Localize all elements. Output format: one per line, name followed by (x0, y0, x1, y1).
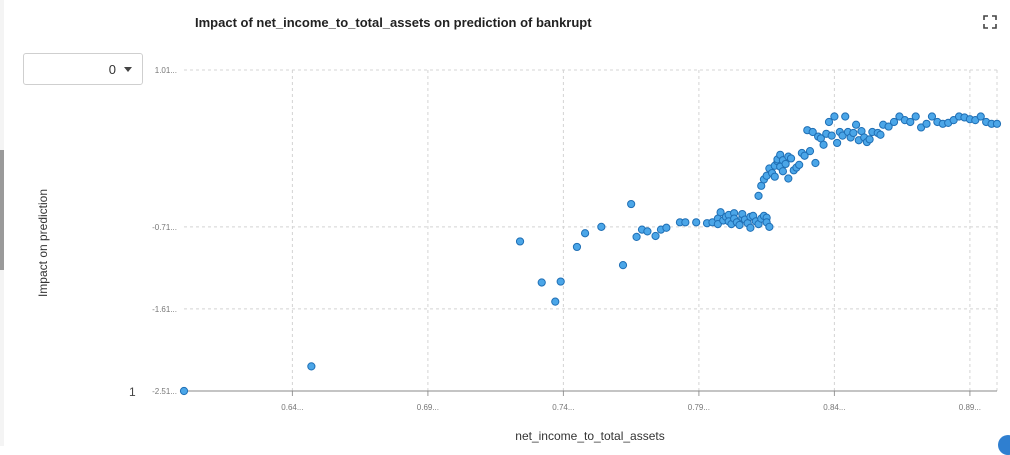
scrollbar-thumb[interactable] (0, 150, 4, 270)
scatter-point[interactable] (884, 122, 893, 131)
scatter-point[interactable] (597, 222, 606, 231)
scatter-point[interactable] (811, 158, 820, 168)
scatter-point[interactable] (795, 160, 804, 169)
x-tick-label: 0.79... (688, 403, 710, 412)
y-tick-label: -1.61... (152, 305, 177, 314)
scatter-point[interactable] (662, 223, 671, 232)
x-tick-label: 0.69... (417, 403, 439, 412)
scatter-point[interactable] (824, 117, 834, 127)
scatter-point[interactable] (849, 128, 858, 138)
dropdown-selected-value: 0 (108, 62, 116, 77)
chevron-down-icon (124, 67, 132, 72)
scatter-point[interactable] (851, 120, 861, 129)
scatter-point[interactable] (827, 131, 836, 140)
fullscreen-icon[interactable] (983, 15, 997, 29)
scatter-point[interactable] (572, 242, 582, 252)
scatter-point[interactable] (643, 227, 652, 236)
scatter-point[interactable] (580, 229, 590, 238)
scatter-point[interactable] (770, 172, 779, 181)
y-tick-label: 1.01... (155, 66, 177, 75)
corner-label: 1 (129, 385, 136, 399)
scatter-point[interactable] (992, 119, 1002, 128)
scatter-point[interactable] (805, 147, 815, 156)
scatter-point[interactable] (906, 117, 915, 127)
x-axis-label: net_income_to_total_assets (515, 429, 665, 443)
axes (184, 390, 997, 396)
scatter-point[interactable] (754, 191, 763, 200)
scatter-point[interactable] (927, 112, 937, 121)
scatter-point[interactable] (922, 119, 931, 128)
scatter-point[interactable] (651, 231, 660, 241)
scatter-point[interactable] (627, 199, 636, 209)
scatter-point[interactable] (841, 112, 850, 121)
scatter-point[interactable] (537, 278, 546, 287)
scatter-point[interactable] (307, 362, 316, 371)
x-tick-label: 0.84... (823, 403, 845, 412)
scatter-point[interactable] (976, 112, 985, 121)
scatter-point[interactable] (618, 261, 628, 270)
scatter-point[interactable] (681, 218, 690, 227)
scatter-point[interactable] (765, 222, 774, 231)
scatter-point[interactable] (830, 112, 839, 121)
scatter-point[interactable] (911, 112, 920, 121)
scatter-point[interactable] (876, 130, 885, 139)
y-tick-label: -2.51... (152, 387, 177, 396)
data-points (179, 112, 1002, 396)
chart-title: Impact of net_income_to_total_assets on … (195, 15, 592, 30)
scatter-point[interactable] (632, 232, 641, 241)
scatter-point[interactable] (865, 135, 874, 144)
class-select-dropdown[interactable]: 0 (23, 53, 143, 85)
scatter-point[interactable] (746, 223, 755, 232)
help-button[interactable] (998, 435, 1010, 455)
scatter-point[interactable] (786, 154, 796, 163)
x-tick-label: 0.89... (959, 403, 981, 412)
scatter-point[interactable] (735, 220, 744, 230)
fullscreen-glyph (983, 15, 997, 29)
scatter-point[interactable] (692, 218, 701, 227)
scatter-point[interactable] (833, 138, 842, 148)
scatter-point[interactable] (889, 117, 899, 127)
scatter-point[interactable] (800, 151, 809, 160)
x-tick-label: 0.64... (281, 403, 303, 412)
x-tick-label: 0.74... (552, 403, 574, 412)
scatter-point[interactable] (179, 386, 189, 396)
scatter-point[interactable] (784, 174, 793, 183)
scatter-point[interactable] (808, 127, 817, 137)
y-tick-label: -0.71... (152, 223, 177, 232)
scatter-point[interactable] (819, 140, 828, 149)
grid-lines (184, 69, 998, 391)
scatter-point[interactable] (556, 277, 565, 286)
scatter-point[interactable] (515, 237, 525, 246)
scatter-point[interactable] (716, 208, 725, 217)
scatter-point[interactable] (781, 159, 790, 169)
scatter-point[interactable] (551, 297, 560, 306)
tick-labels: 1.01... -0.71... -1.61... -2.51... 0.64... 0.… (152, 66, 981, 412)
scatter-point[interactable] (778, 167, 788, 176)
